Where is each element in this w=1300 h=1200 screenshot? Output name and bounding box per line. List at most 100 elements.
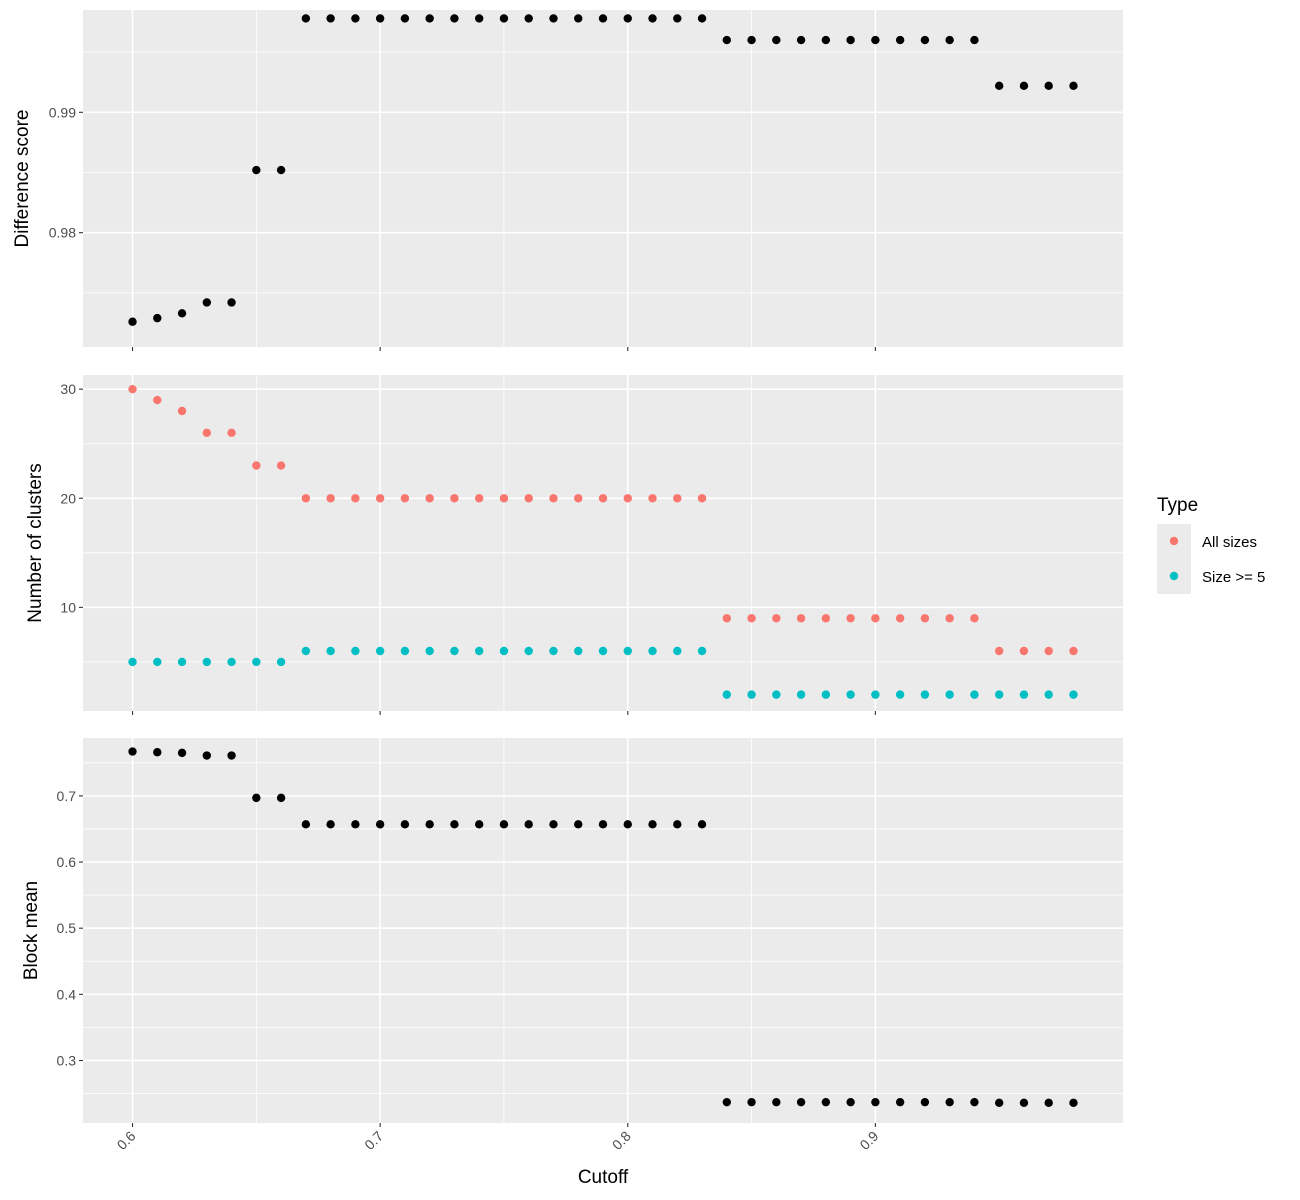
data-point [697, 820, 707, 829]
data-point [425, 646, 434, 656]
data-point [796, 1097, 806, 1107]
data-point [375, 646, 385, 656]
data-point [772, 1097, 781, 1107]
data-point [1044, 1098, 1053, 1108]
data-point [796, 35, 806, 45]
data-point [375, 820, 385, 829]
series-3-1 [128, 747, 1078, 1108]
data-point [598, 646, 608, 656]
data-point [375, 494, 385, 503]
data-point [425, 820, 434, 829]
data-point [871, 690, 880, 699]
data-point [177, 748, 187, 758]
data-point [772, 614, 781, 623]
y-tick-label: 20 [60, 490, 76, 506]
y-tick-label: 0.5 [57, 920, 77, 936]
data-point [474, 820, 484, 829]
data-point [276, 657, 286, 667]
data-point [1069, 1098, 1078, 1108]
data-point [177, 657, 187, 667]
data-point [450, 14, 459, 23]
data-point [648, 646, 657, 656]
y-tick-label: 10 [60, 599, 76, 615]
x-tick-label: 0.7 [361, 1128, 386, 1153]
data-point [202, 657, 212, 667]
data-point [351, 820, 360, 829]
data-point [326, 494, 335, 503]
data-point [970, 35, 979, 45]
series-1-1 [128, 14, 1078, 326]
data-point [821, 690, 831, 699]
x-axis-title: Cutoff [578, 1167, 629, 1188]
data-point [326, 820, 335, 829]
data-point [450, 646, 459, 656]
data-point [747, 690, 756, 699]
data-point [400, 820, 410, 829]
data-point [920, 35, 930, 45]
data-point [549, 820, 558, 829]
data-point [945, 35, 954, 45]
data-point [945, 690, 954, 699]
chart-panels: 0.98 0.99 Difference score 10 20 30 Number of … [12, 10, 1123, 1153]
data-point [697, 646, 707, 656]
data-point [1069, 690, 1078, 699]
data-point [202, 751, 212, 760]
data-point [400, 494, 410, 503]
data-point [920, 614, 930, 623]
data-point [895, 614, 905, 623]
data-point [227, 751, 236, 760]
data-point [846, 690, 855, 699]
data-point [871, 35, 880, 45]
data-point [301, 646, 311, 656]
data-point [474, 646, 484, 656]
data-point [128, 657, 137, 667]
legend-key-all-sizes [1169, 536, 1179, 546]
data-point [970, 614, 979, 623]
data-point [400, 646, 410, 656]
data-point [697, 14, 707, 23]
y-tick-label: 30 [60, 381, 76, 397]
data-point [895, 690, 905, 699]
y-tick-label: 0.98 [49, 225, 76, 241]
data-point [549, 494, 558, 503]
data-point [227, 298, 236, 307]
data-point [301, 14, 311, 23]
data-point [524, 494, 533, 503]
data-point [673, 494, 682, 503]
data-point [673, 646, 682, 656]
data-point [1019, 81, 1029, 91]
data-point [623, 494, 632, 503]
data-point [747, 1097, 756, 1107]
data-point [747, 35, 756, 45]
data-point [871, 1097, 880, 1107]
data-point [772, 690, 781, 699]
y-tick-label: 0.3 [57, 1052, 77, 1068]
data-point [474, 14, 484, 23]
legend-key-size-5 [1169, 571, 1179, 581]
data-point [351, 494, 360, 503]
data-point [351, 646, 360, 656]
data-point [252, 461, 261, 470]
data-point [375, 14, 385, 23]
data-point [895, 35, 905, 45]
data-point [153, 313, 162, 323]
data-point [549, 14, 558, 23]
data-point [648, 820, 657, 829]
x-tick-label: 0.9 [856, 1128, 881, 1153]
data-point [524, 14, 533, 23]
data-point [846, 614, 855, 623]
legend-key-background [1157, 524, 1191, 594]
data-point [227, 428, 236, 438]
data-point [1069, 81, 1078, 91]
data-point [450, 820, 459, 829]
data-point [499, 820, 509, 829]
y-tick-label: 0.4 [57, 986, 77, 1002]
data-point [177, 309, 187, 318]
data-point [673, 820, 682, 829]
data-point [821, 614, 831, 623]
x-tick-label: 0.6 [114, 1128, 139, 1153]
data-point [252, 165, 261, 175]
data-point [202, 298, 212, 307]
data-point [276, 165, 286, 175]
